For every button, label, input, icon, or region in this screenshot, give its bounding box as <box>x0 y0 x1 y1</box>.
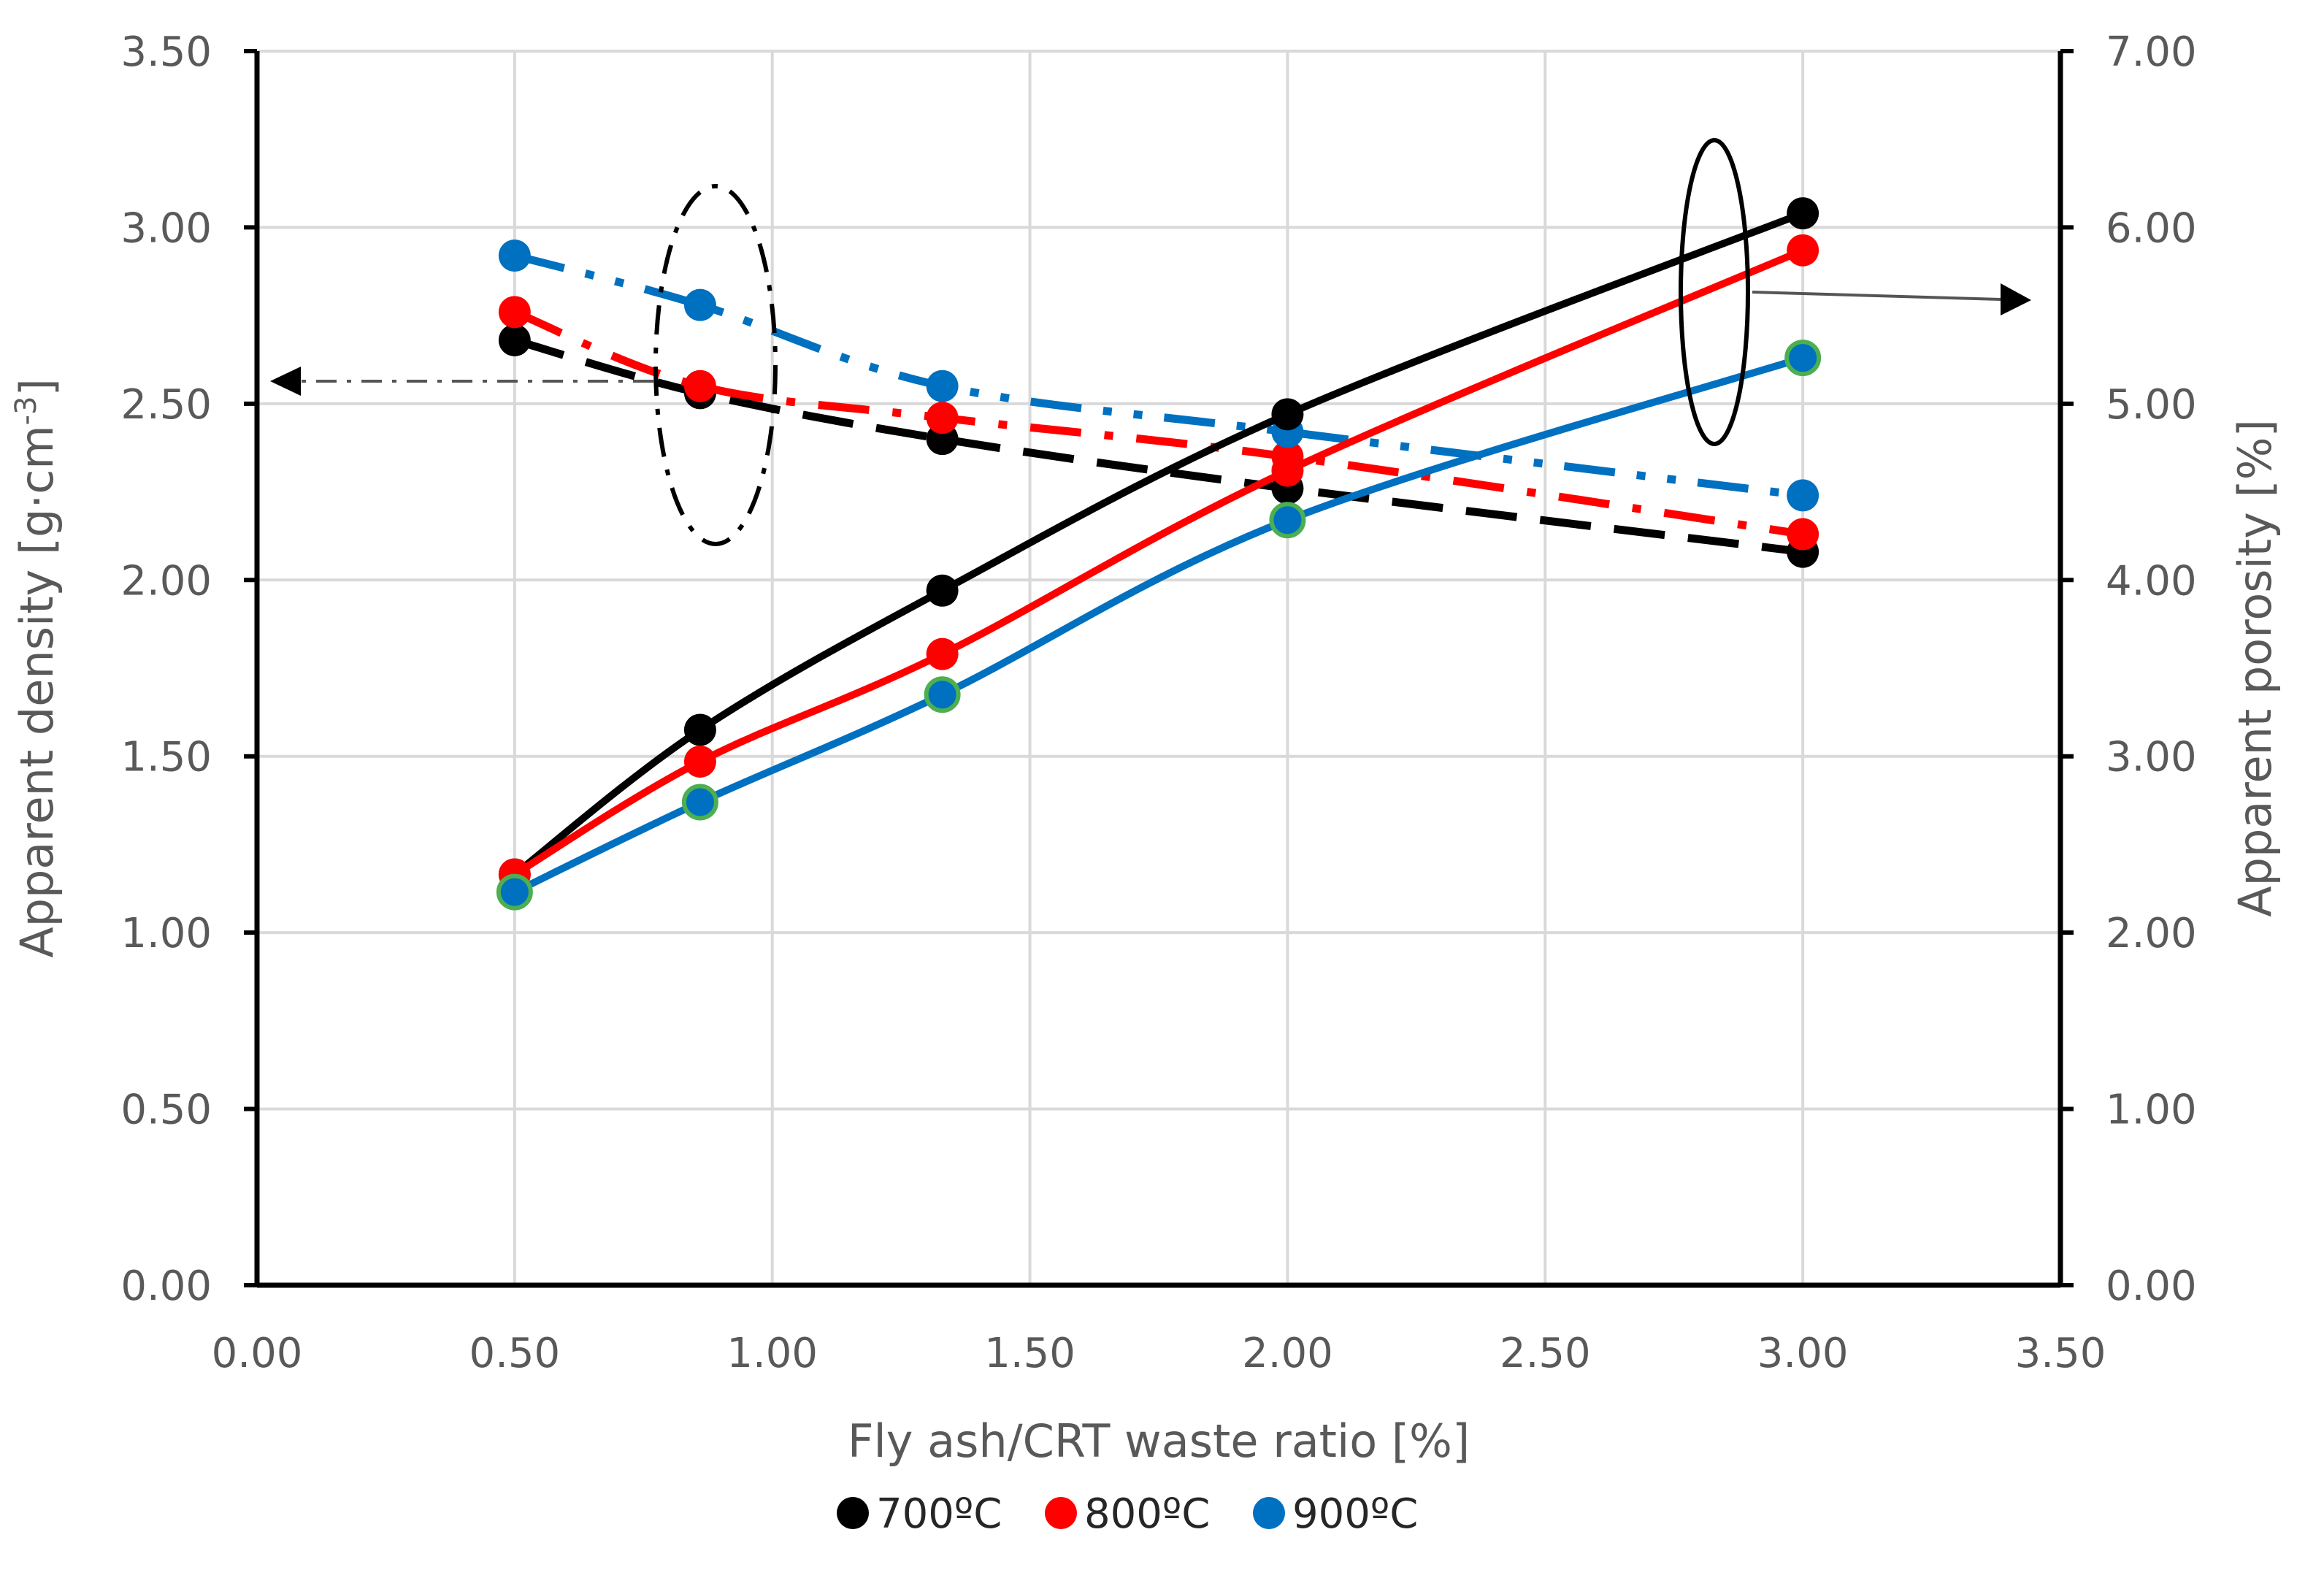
right-y-tick-label: 4.00 <box>2106 557 2197 605</box>
right-y-tick-label: 6.00 <box>2106 204 2197 252</box>
data-point <box>498 240 531 272</box>
right-y-tick-label: 7.00 <box>2106 28 2197 76</box>
data-point <box>496 873 533 911</box>
arrowhead-left <box>270 367 301 396</box>
left-y-tick-label: 2.50 <box>120 381 212 429</box>
density-line <box>513 251 1803 499</box>
left-y-tick-label: 1.50 <box>120 734 212 781</box>
x-tick-label: 2.00 <box>1242 1330 1333 1377</box>
data-point <box>926 369 959 402</box>
left-y-tick-label: 3.50 <box>120 28 212 76</box>
data-point <box>1787 234 1819 267</box>
data-point <box>1787 197 1819 230</box>
data-point <box>683 288 716 321</box>
y-title-main: Apparent density [g·cm <box>10 425 64 957</box>
data-point <box>1787 479 1819 512</box>
data-point <box>498 296 531 329</box>
right-y-tick-label: 5.00 <box>2106 381 2197 429</box>
annotations <box>270 138 2031 546</box>
series-porosity-700ºC <box>498 197 1819 891</box>
porosity-line <box>513 354 1804 896</box>
series-porosity-900ºC <box>496 340 1822 911</box>
tick-labels: 0.00 0.50 1.00 1.50 2.00 2.50 3.00 3.500.000.50… <box>120 28 2196 1377</box>
data-point <box>926 402 959 434</box>
right-y-tick-label: 1.00 <box>2106 1087 2197 1134</box>
data-point <box>1271 454 1304 487</box>
x-tick-label: 3.00 <box>1757 1330 1849 1377</box>
legend-item: 700ºC <box>837 1490 1002 1538</box>
x-tick-label: 0.50 <box>469 1330 561 1377</box>
data-point <box>1269 502 1306 539</box>
right-y-tick-label: 2.00 <box>2106 910 2197 957</box>
data-point <box>498 323 531 356</box>
series-density-700ºC <box>498 323 1819 568</box>
data-series <box>496 197 1822 911</box>
arrowhead-right <box>2001 283 2031 315</box>
legend: 700ºC 800ºC 900ºC <box>837 1490 1418 1538</box>
legend-marker <box>837 1497 869 1529</box>
porosity-line <box>513 247 1805 878</box>
annotation-ellipse-density <box>653 184 778 546</box>
right-y-tick-label: 0.00 <box>2106 1263 2197 1310</box>
right-y-tick-label: 3.00 <box>2106 734 2197 781</box>
x-tick-label: 1.00 <box>726 1330 818 1377</box>
legend-item: 900ºC <box>1253 1490 1418 1538</box>
left-y-tick-label: 0.50 <box>120 1087 212 1134</box>
data-point <box>1784 340 1822 377</box>
data-point <box>1271 398 1304 431</box>
density-line <box>513 308 1803 538</box>
series-density-800ºC <box>498 296 1819 551</box>
density-line <box>513 336 1803 556</box>
legend-item: 800ºC <box>1045 1490 1210 1538</box>
axes <box>244 49 2074 1288</box>
data-point <box>924 676 961 713</box>
legend-label: 900ºC <box>1292 1490 1418 1538</box>
left-y-tick-label: 3.00 <box>120 204 212 252</box>
data-point <box>681 784 718 821</box>
left-y-tick-label: 2.00 <box>120 557 212 605</box>
legend-marker <box>1253 1497 1285 1529</box>
left-y-axis-title: Apparent density [g·cm-3] <box>9 378 64 958</box>
right-y-axis-title: Apparent porosity [%] <box>2228 419 2282 917</box>
x-tick-label: 0.00 <box>212 1330 303 1377</box>
x-tick-label: 2.50 <box>1500 1330 1591 1377</box>
data-point <box>926 637 959 670</box>
x-axis-title: Fly ash/CRT waste ratio [%] <box>848 1414 1470 1468</box>
legend-label: 700ºC <box>876 1490 1002 1538</box>
grid <box>256 50 2062 1287</box>
arrow-to-right-axis <box>1752 291 2001 301</box>
x-tick-label: 1.50 <box>984 1330 1075 1377</box>
data-point <box>683 369 716 402</box>
data-point <box>683 745 716 778</box>
left-y-tick-label: 0.00 <box>120 1263 212 1310</box>
left-y-tick-label: 1.00 <box>120 910 212 957</box>
legend-label: 800ºC <box>1084 1490 1210 1538</box>
x-tick-label: 3.50 <box>2015 1330 2106 1377</box>
data-point <box>926 574 959 607</box>
data-point <box>1787 518 1819 551</box>
data-point <box>683 713 716 746</box>
legend-marker <box>1045 1497 1077 1529</box>
y-title-superscript: -3 <box>9 396 43 425</box>
annotation-ellipse-porosity <box>1679 138 1750 446</box>
y-title-close: ] <box>10 378 64 396</box>
porosity-line <box>512 210 1804 878</box>
